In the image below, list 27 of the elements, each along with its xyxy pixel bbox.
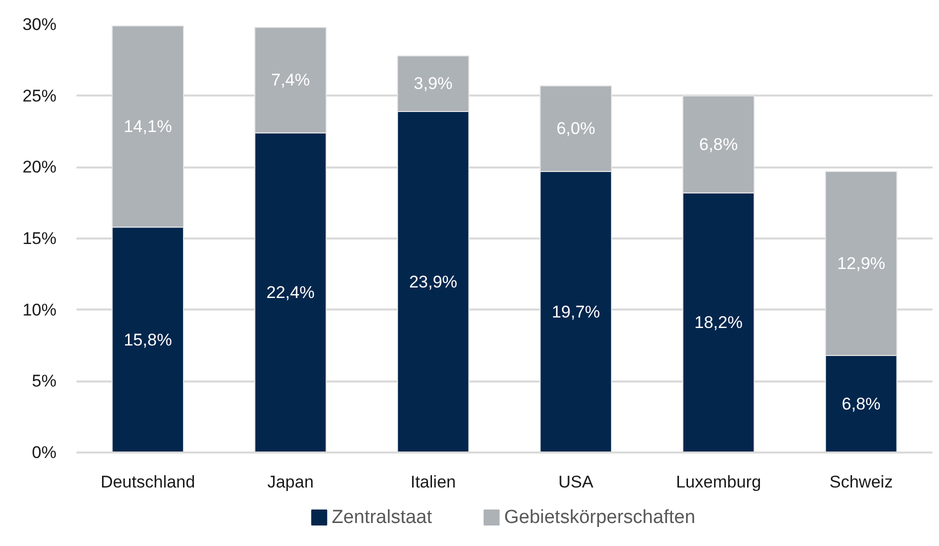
- y-tick-label: 5%: [32, 372, 57, 391]
- data-label: 22,4%: [266, 283, 315, 302]
- data-label: 6,8%: [699, 134, 738, 154]
- data-label: 19,7%: [552, 302, 600, 322]
- x-tick-label: Deutschland: [100, 472, 196, 492]
- data-label: 23,9%: [409, 272, 458, 292]
- data-label: 12,9%: [837, 254, 886, 273]
- y-tick-label: 20%: [22, 158, 57, 177]
- x-tick-label: Italien: [410, 472, 456, 492]
- legend-label: Zentralstaat: [332, 507, 433, 528]
- data-label: 14,1%: [124, 117, 172, 136]
- data-label: 6,0%: [556, 119, 596, 138]
- y-tick-label: 10%: [22, 300, 57, 320]
- legend-label: Gebietskörperschaften: [504, 507, 696, 528]
- x-tick-label: Schweiz: [830, 472, 893, 492]
- x-tick-label: Japan: [267, 472, 314, 492]
- data-label: 3,9%: [414, 74, 453, 94]
- y-tick-label: 30%: [22, 15, 57, 34]
- y-tick-label: 15%: [22, 229, 57, 248]
- x-tick-label: USA: [558, 472, 594, 492]
- y-tick-label: 25%: [22, 86, 57, 106]
- data-label: 7,4%: [271, 70, 310, 90]
- y-tick-label: 0%: [32, 443, 57, 462]
- data-label: 18,2%: [694, 313, 743, 332]
- data-label: 6,8%: [842, 394, 881, 414]
- x-tick-label: Luxemburg: [676, 472, 762, 492]
- data-label: 15,8%: [124, 330, 172, 350]
